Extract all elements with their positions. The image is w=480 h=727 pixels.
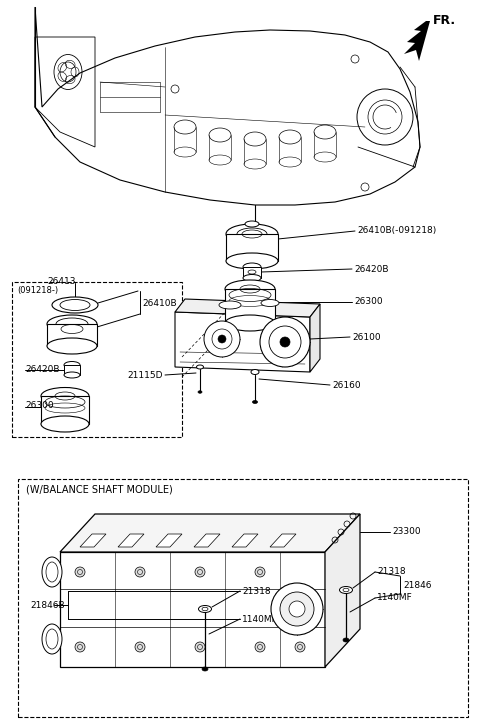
Ellipse shape xyxy=(243,263,261,271)
Ellipse shape xyxy=(225,280,275,298)
Text: 21115D: 21115D xyxy=(128,371,163,379)
Ellipse shape xyxy=(64,361,80,369)
Polygon shape xyxy=(118,534,144,547)
Text: 26413: 26413 xyxy=(47,276,75,286)
Text: 1140MF: 1140MF xyxy=(242,614,278,624)
Polygon shape xyxy=(232,534,258,547)
Text: (091218-): (091218-) xyxy=(17,286,58,294)
Text: 23300: 23300 xyxy=(392,528,420,537)
Text: 26100: 26100 xyxy=(352,332,381,342)
Text: 26410B(-091218): 26410B(-091218) xyxy=(357,227,436,236)
Polygon shape xyxy=(194,534,220,547)
Circle shape xyxy=(255,642,265,652)
Bar xyxy=(60,552,325,667)
Ellipse shape xyxy=(52,297,98,313)
Circle shape xyxy=(135,567,145,577)
Ellipse shape xyxy=(41,416,89,432)
Polygon shape xyxy=(80,534,106,547)
Text: 21846: 21846 xyxy=(403,580,432,590)
Text: FR.: FR. xyxy=(433,15,456,28)
Ellipse shape xyxy=(252,401,257,403)
Circle shape xyxy=(75,567,85,577)
Polygon shape xyxy=(156,534,182,547)
Text: 26160: 26160 xyxy=(332,380,360,390)
Text: 21846B: 21846B xyxy=(30,601,65,609)
Text: 21318: 21318 xyxy=(242,587,271,595)
Circle shape xyxy=(75,642,85,652)
Circle shape xyxy=(204,321,240,357)
Polygon shape xyxy=(404,21,430,61)
Ellipse shape xyxy=(198,390,202,393)
Circle shape xyxy=(255,567,265,577)
Ellipse shape xyxy=(339,587,352,593)
Ellipse shape xyxy=(261,300,279,307)
Circle shape xyxy=(280,337,290,347)
Ellipse shape xyxy=(42,557,62,587)
Ellipse shape xyxy=(47,338,97,354)
Ellipse shape xyxy=(343,638,349,642)
Bar xyxy=(243,267,261,278)
Text: 21318: 21318 xyxy=(377,568,406,577)
Bar xyxy=(12,282,182,437)
Circle shape xyxy=(195,642,205,652)
Ellipse shape xyxy=(251,369,259,374)
Circle shape xyxy=(135,642,145,652)
Circle shape xyxy=(260,317,310,367)
Text: 26300: 26300 xyxy=(25,401,54,409)
Ellipse shape xyxy=(219,301,241,309)
Bar xyxy=(18,479,468,717)
Ellipse shape xyxy=(202,667,208,671)
Ellipse shape xyxy=(226,253,278,269)
Circle shape xyxy=(271,583,323,635)
Polygon shape xyxy=(175,312,310,372)
Text: (W/BALANCE SHAFT MODULE): (W/BALANCE SHAFT MODULE) xyxy=(26,484,173,494)
Text: 26420B: 26420B xyxy=(25,364,60,374)
Polygon shape xyxy=(310,304,320,372)
Ellipse shape xyxy=(47,315,97,333)
Ellipse shape xyxy=(226,224,278,244)
Bar xyxy=(225,289,275,323)
Ellipse shape xyxy=(245,221,259,227)
Polygon shape xyxy=(60,514,360,552)
Text: 26420B: 26420B xyxy=(354,265,388,273)
Bar xyxy=(226,234,278,261)
Bar xyxy=(64,365,80,375)
Polygon shape xyxy=(175,299,320,317)
Bar xyxy=(41,396,89,424)
Circle shape xyxy=(289,601,305,617)
Text: 26300: 26300 xyxy=(354,297,383,307)
Polygon shape xyxy=(270,534,296,547)
Circle shape xyxy=(218,335,226,343)
Ellipse shape xyxy=(243,275,261,281)
Ellipse shape xyxy=(199,606,212,613)
Ellipse shape xyxy=(225,315,275,331)
Ellipse shape xyxy=(64,372,80,378)
Ellipse shape xyxy=(196,365,204,369)
Circle shape xyxy=(280,592,314,626)
Ellipse shape xyxy=(41,387,89,404)
Ellipse shape xyxy=(42,624,62,654)
Circle shape xyxy=(295,642,305,652)
Text: 1140MF: 1140MF xyxy=(377,593,413,603)
Circle shape xyxy=(195,567,205,577)
Text: 26410B: 26410B xyxy=(142,299,177,308)
Polygon shape xyxy=(325,514,360,667)
Bar xyxy=(47,324,97,346)
